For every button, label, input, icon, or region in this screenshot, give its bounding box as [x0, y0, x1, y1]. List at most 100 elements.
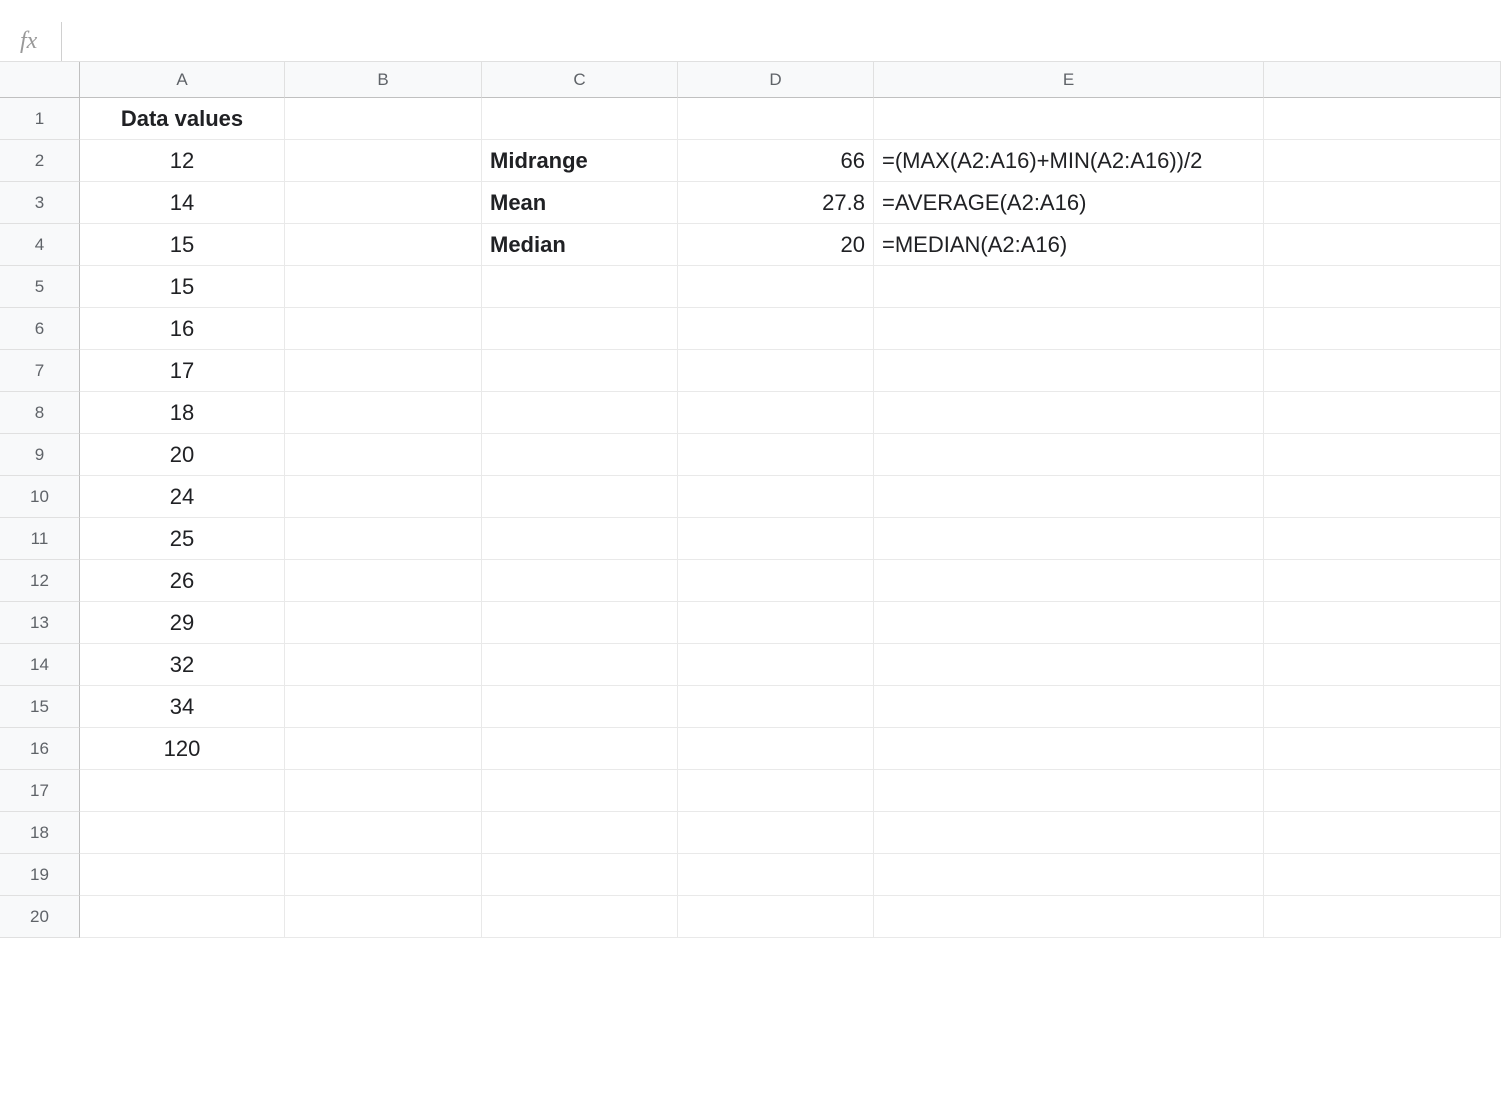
- row-header-10[interactable]: 10: [0, 476, 80, 518]
- row-header-1[interactable]: 1: [0, 98, 80, 140]
- cell-E3[interactable]: =AVERAGE(A2:A16): [874, 182, 1264, 224]
- cell-C7[interactable]: [482, 350, 678, 392]
- column-header-D[interactable]: D: [678, 62, 874, 98]
- cell-D3[interactable]: 27.8: [678, 182, 874, 224]
- cell-D2[interactable]: 66: [678, 140, 874, 182]
- cell-filler-10[interactable]: [1264, 476, 1501, 518]
- cell-D13[interactable]: [678, 602, 874, 644]
- row-header-13[interactable]: 13: [0, 602, 80, 644]
- cell-filler-7[interactable]: [1264, 350, 1501, 392]
- cell-C12[interactable]: [482, 560, 678, 602]
- cell-filler-15[interactable]: [1264, 686, 1501, 728]
- cell-C10[interactable]: [482, 476, 678, 518]
- cell-filler-2[interactable]: [1264, 140, 1501, 182]
- cell-filler-1[interactable]: [1264, 98, 1501, 140]
- row-header-7[interactable]: 7: [0, 350, 80, 392]
- cell-D11[interactable]: [678, 518, 874, 560]
- cell-filler-20[interactable]: [1264, 896, 1501, 938]
- column-header-B[interactable]: B: [285, 62, 482, 98]
- cell-C20[interactable]: [482, 896, 678, 938]
- cell-filler-13[interactable]: [1264, 602, 1501, 644]
- cell-filler-16[interactable]: [1264, 728, 1501, 770]
- cell-A18[interactable]: [80, 812, 285, 854]
- row-header-8[interactable]: 8: [0, 392, 80, 434]
- cell-C17[interactable]: [482, 770, 678, 812]
- cell-A14[interactable]: 32: [80, 644, 285, 686]
- row-header-9[interactable]: 9: [0, 434, 80, 476]
- cell-A2[interactable]: 12: [80, 140, 285, 182]
- row-header-11[interactable]: 11: [0, 518, 80, 560]
- row-header-6[interactable]: 6: [0, 308, 80, 350]
- cell-B12[interactable]: [285, 560, 482, 602]
- cell-A16[interactable]: 120: [80, 728, 285, 770]
- cell-C18[interactable]: [482, 812, 678, 854]
- cell-C1[interactable]: [482, 98, 678, 140]
- cell-A12[interactable]: 26: [80, 560, 285, 602]
- cell-B8[interactable]: [285, 392, 482, 434]
- cell-E7[interactable]: [874, 350, 1264, 392]
- row-header-3[interactable]: 3: [0, 182, 80, 224]
- cell-filler-11[interactable]: [1264, 518, 1501, 560]
- cell-E10[interactable]: [874, 476, 1264, 518]
- cell-C9[interactable]: [482, 434, 678, 476]
- cell-D5[interactable]: [678, 266, 874, 308]
- cell-B4[interactable]: [285, 224, 482, 266]
- cell-D10[interactable]: [678, 476, 874, 518]
- cell-D12[interactable]: [678, 560, 874, 602]
- row-header-20[interactable]: 20: [0, 896, 80, 938]
- cell-D16[interactable]: [678, 728, 874, 770]
- cell-filler-18[interactable]: [1264, 812, 1501, 854]
- column-header-C[interactable]: C: [482, 62, 678, 98]
- cell-C4[interactable]: Median: [482, 224, 678, 266]
- cell-C14[interactable]: [482, 644, 678, 686]
- cell-E2[interactable]: =(MAX(A2:A16)+MIN(A2:A16))/2: [874, 140, 1264, 182]
- cell-B9[interactable]: [285, 434, 482, 476]
- cell-A6[interactable]: 16: [80, 308, 285, 350]
- cell-filler-9[interactable]: [1264, 434, 1501, 476]
- cell-C8[interactable]: [482, 392, 678, 434]
- cell-E11[interactable]: [874, 518, 1264, 560]
- cell-filler-17[interactable]: [1264, 770, 1501, 812]
- cell-filler-5[interactable]: [1264, 266, 1501, 308]
- cell-D7[interactable]: [678, 350, 874, 392]
- cell-C2[interactable]: Midrange: [482, 140, 678, 182]
- cell-C5[interactable]: [482, 266, 678, 308]
- cell-D19[interactable]: [678, 854, 874, 896]
- cell-D6[interactable]: [678, 308, 874, 350]
- cell-E15[interactable]: [874, 686, 1264, 728]
- column-header-E[interactable]: E: [874, 62, 1264, 98]
- cell-A3[interactable]: 14: [80, 182, 285, 224]
- cell-filler-4[interactable]: [1264, 224, 1501, 266]
- cell-filler-6[interactable]: [1264, 308, 1501, 350]
- cell-D4[interactable]: 20: [678, 224, 874, 266]
- cell-D20[interactable]: [678, 896, 874, 938]
- cell-E14[interactable]: [874, 644, 1264, 686]
- cell-B19[interactable]: [285, 854, 482, 896]
- row-header-12[interactable]: 12: [0, 560, 80, 602]
- cell-E8[interactable]: [874, 392, 1264, 434]
- cell-A15[interactable]: 34: [80, 686, 285, 728]
- row-header-19[interactable]: 19: [0, 854, 80, 896]
- cell-A17[interactable]: [80, 770, 285, 812]
- cell-C16[interactable]: [482, 728, 678, 770]
- cell-E5[interactable]: [874, 266, 1264, 308]
- row-header-16[interactable]: 16: [0, 728, 80, 770]
- row-header-14[interactable]: 14: [0, 644, 80, 686]
- cell-C15[interactable]: [482, 686, 678, 728]
- cell-E20[interactable]: [874, 896, 1264, 938]
- cell-A20[interactable]: [80, 896, 285, 938]
- cell-D14[interactable]: [678, 644, 874, 686]
- cell-B16[interactable]: [285, 728, 482, 770]
- cell-A13[interactable]: 29: [80, 602, 285, 644]
- select-all-corner[interactable]: [0, 62, 80, 98]
- cell-C13[interactable]: [482, 602, 678, 644]
- row-header-17[interactable]: 17: [0, 770, 80, 812]
- cell-B7[interactable]: [285, 350, 482, 392]
- cell-B6[interactable]: [285, 308, 482, 350]
- row-header-4[interactable]: 4: [0, 224, 80, 266]
- cell-B5[interactable]: [285, 266, 482, 308]
- cell-B10[interactable]: [285, 476, 482, 518]
- cell-D9[interactable]: [678, 434, 874, 476]
- cell-A5[interactable]: 15: [80, 266, 285, 308]
- cell-A19[interactable]: [80, 854, 285, 896]
